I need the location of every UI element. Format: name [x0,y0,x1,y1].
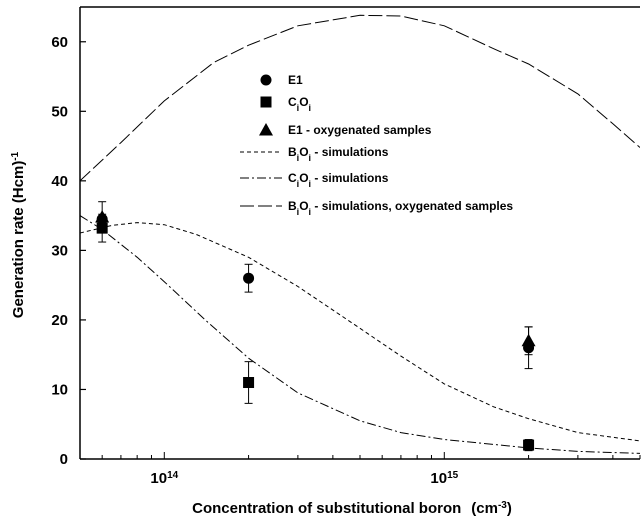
x-tick-label: 1014 [150,470,178,488]
legend: E1 CiOi E1 - oxygenated samples BiOi - simu… [240,73,513,217]
x-tick-label: 1015 [430,470,458,488]
y-tick-label: 50 [51,103,68,120]
y-tick-label: 60 [51,34,68,51]
data-point-square [243,377,255,389]
y-tick-label: 30 [51,242,68,259]
y-tick-label: 0 [60,451,68,468]
x-axis-label: Concentration of substitutional boron (cm… [192,500,512,518]
y-ticks: 0 10 20 30 40 50 60 [51,34,86,468]
plot-area [80,7,640,459]
y-axis-label: Generation rate (Hcm)-1 [10,151,28,318]
y-tick-label: 10 [51,381,68,398]
simulation-curves [80,14,640,454]
data-point-circle [243,272,255,284]
legend-symbol-triangle [259,123,273,136]
y-tick-label: 20 [51,312,68,329]
simulation-line-5 [80,14,640,182]
data-markers [95,201,536,452]
data-point-square [523,439,535,451]
legend-label: BiOi - simulations [288,145,389,163]
y-tick-label: 40 [51,173,68,190]
legend-symbol-circle [260,74,272,86]
legend-label: E1 - oxygenated samples [288,123,432,137]
legend-label: CiOi - simulations [288,171,389,189]
data-point-triangle [521,333,536,347]
legend-label: CiOi [288,95,311,113]
simulation-line-4 [80,215,640,454]
data-point-triangle [95,210,110,223]
legend-label: E1 [288,73,303,87]
x-ticks: 1014 1015 [79,452,641,488]
legend-symbol-square [260,96,272,108]
legend-label: BiOi - simulations, oxygenated samples [288,199,513,217]
